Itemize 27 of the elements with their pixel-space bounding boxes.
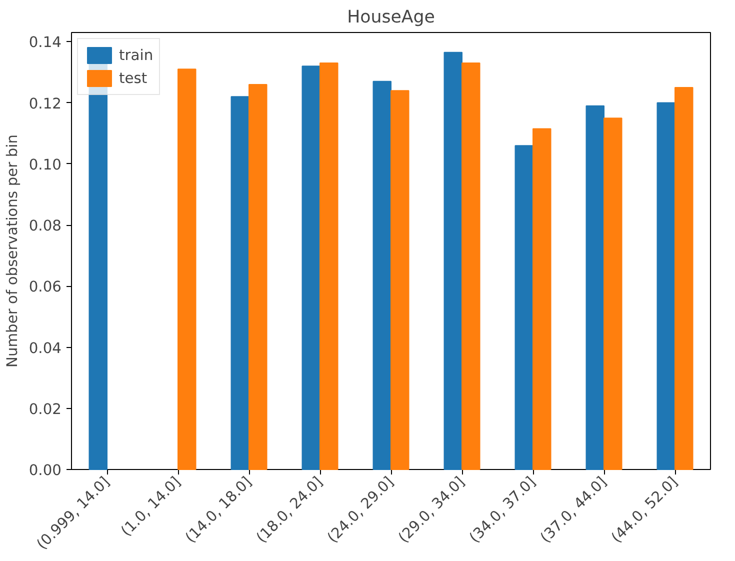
y-tick-label: 0.06: [28, 278, 62, 296]
y-tick-label: 0.10: [28, 156, 62, 174]
y-tick-label: 0.04: [28, 340, 62, 357]
bar: [320, 62, 338, 470]
bar: [230, 96, 250, 470]
y-tick-label: 0.12: [28, 95, 62, 112]
bar: [462, 62, 480, 470]
bar: [302, 66, 320, 470]
bar: [656, 102, 676, 470]
bar: [372, 80, 392, 470]
bar: [248, 84, 268, 470]
y-tick-label: 0.02: [28, 400, 62, 418]
bar: [390, 90, 410, 470]
y-axis-title: Number of observations per bin: [4, 134, 21, 368]
y-tick-label: 0.00: [28, 462, 62, 479]
chart-title: HouseAge: [347, 8, 435, 28]
y-tick-label: 0.08: [28, 218, 62, 235]
bar: [604, 118, 622, 470]
bar: [178, 68, 196, 470]
legend-label: test: [119, 70, 148, 86]
bar: [444, 52, 462, 470]
legend-label: train: [119, 46, 154, 64]
y-tick-label: 0.14: [28, 34, 62, 52]
bar: [514, 145, 534, 470]
bar: [586, 105, 604, 470]
bar: [674, 87, 694, 470]
bar: [532, 128, 552, 470]
